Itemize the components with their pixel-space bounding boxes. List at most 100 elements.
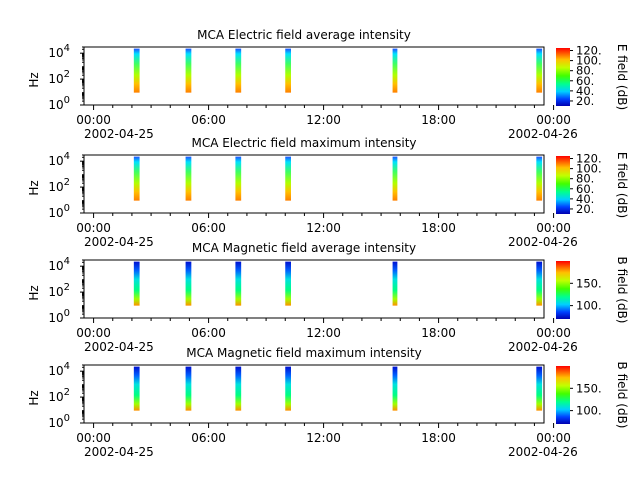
y-axis-label: Hz	[27, 180, 41, 195]
x-tick-label: 18:00	[421, 113, 456, 127]
y-axis-label: Hz	[27, 285, 41, 300]
spectrum-pass	[185, 48, 192, 93]
y-tick-exponent: 4	[64, 361, 70, 372]
x-tick-label: 12:00	[306, 326, 341, 340]
y-tick-exponent: 0	[64, 203, 70, 214]
spectrum-pass	[133, 366, 140, 411]
spectrum-pass	[536, 156, 543, 201]
spectrum-pass	[235, 261, 242, 306]
x-date-end: 2002-04-26	[508, 445, 578, 459]
chart-title: MCA Electric field average intensity	[197, 28, 411, 42]
colorbar	[556, 261, 570, 319]
x-tick-label: 18:00	[421, 221, 456, 235]
colorbar-tick-label: 20.	[576, 202, 594, 216]
spectrum-pass	[536, 366, 543, 411]
spectrum-pass	[235, 48, 242, 93]
spectrum-pass	[285, 261, 291, 306]
colorbar	[556, 48, 570, 106]
x-tick-label: 00:00	[536, 221, 571, 235]
colorbar-label: B field (dB)	[615, 257, 629, 324]
x-date-end: 2002-04-26	[508, 340, 578, 354]
colorbar-label: B field (dB)	[615, 362, 629, 429]
x-tick-label: 06:00	[191, 221, 226, 235]
y-tick-exponent: 4	[64, 43, 70, 54]
x-tick-label: 06:00	[191, 431, 226, 445]
colorbar-tick-label: 100.	[576, 299, 602, 313]
x-date-end: 2002-04-26	[508, 235, 578, 249]
colorbar-tick-label: 100.	[576, 54, 602, 68]
colorbar-tick-label: 120.	[576, 44, 602, 58]
y-tick-exponent: 0	[64, 413, 70, 424]
y-tick-label: 100	[48, 308, 70, 325]
x-tick-label: 00:00	[536, 326, 571, 340]
x-tick-label: 18:00	[421, 326, 456, 340]
y-tick-label: 100	[48, 413, 70, 430]
x-tick-label: 00:00	[536, 431, 571, 445]
x-tick-label: 00:00	[76, 326, 111, 340]
y-tick-label: 104	[48, 256, 70, 273]
y-tick-label: 102	[48, 177, 70, 194]
x-date-start: 2002-04-25	[84, 340, 154, 354]
y-tick-label: 102	[48, 387, 70, 404]
chart-panel-3: MCA Magnetic field average intensity 100 1…	[27, 241, 629, 354]
y-tick-label: 100	[48, 95, 70, 112]
colorbar-tick-label: 150.	[576, 381, 602, 395]
y-tick-label: 102	[48, 69, 70, 86]
spectrum-pass	[392, 48, 398, 93]
y-axis-label: Hz	[27, 72, 41, 87]
chart-panel-2: MCA Electric field maximum intensity 100 1…	[27, 136, 629, 249]
x-date-start: 2002-04-25	[84, 235, 154, 249]
colorbar-tick-label: 80.	[576, 64, 594, 78]
spectrum-pass	[185, 156, 192, 201]
spectrum-pass	[285, 48, 291, 93]
spectrum-pass	[536, 48, 543, 93]
chart-title: MCA Magnetic field average intensity	[192, 241, 416, 255]
chart-panel-4: MCA Magnetic field maximum intensity 100 1…	[27, 346, 629, 459]
colorbar-tick-label: 20.	[576, 94, 594, 108]
spectrum-pass	[392, 261, 398, 306]
y-tick-label: 100	[48, 203, 70, 220]
colorbar	[556, 156, 570, 214]
colorbar-tick-label: 40.	[576, 192, 594, 206]
plot-frame	[83, 46, 545, 106]
x-tick-label: 00:00	[76, 221, 111, 235]
plot-frame	[83, 259, 545, 319]
x-tick-label: 00:00	[76, 431, 111, 445]
colorbar-tick-label: 150.	[576, 276, 602, 290]
spectrum-pass	[392, 156, 398, 201]
spectrum-pass	[133, 156, 140, 201]
y-tick-label: 102	[48, 282, 70, 299]
colorbar-label: E field (dB)	[615, 44, 629, 110]
x-date-end: 2002-04-26	[508, 127, 578, 141]
colorbar-tick-label: 100.	[576, 404, 602, 418]
y-tick-label: 104	[48, 43, 70, 60]
x-tick-label: 12:00	[306, 113, 341, 127]
colorbar-tick-label: 40.	[576, 84, 594, 98]
chart-panel-1: MCA Electric field average intensity 100 1…	[27, 28, 629, 141]
plot-frame	[83, 364, 545, 424]
y-tick-exponent: 0	[64, 95, 70, 106]
y-tick-label: 104	[48, 151, 70, 168]
spectrum-pass	[285, 156, 291, 201]
plot-frame	[83, 154, 545, 214]
x-tick-label: 12:00	[306, 431, 341, 445]
colorbar-label: E field (dB)	[615, 152, 629, 218]
x-tick-label: 06:00	[191, 113, 226, 127]
spectrum-pass	[185, 261, 192, 306]
y-tick-exponent: 4	[64, 256, 70, 267]
x-tick-label: 00:00	[536, 113, 571, 127]
colorbar	[556, 366, 570, 424]
y-tick-exponent: 2	[64, 69, 70, 80]
colorbar-tick-label: 100.	[576, 162, 602, 176]
spectrum-pass	[133, 48, 140, 93]
spectrum-pass	[285, 366, 291, 411]
spectrum-pass	[235, 156, 242, 201]
spectrum-pass	[185, 366, 192, 411]
spectrum-pass	[536, 261, 543, 306]
x-tick-label: 18:00	[421, 431, 456, 445]
spectrum-pass	[235, 366, 242, 411]
y-tick-exponent: 4	[64, 151, 70, 162]
colorbar-tick-label: 60.	[576, 182, 594, 196]
y-tick-exponent: 0	[64, 308, 70, 319]
